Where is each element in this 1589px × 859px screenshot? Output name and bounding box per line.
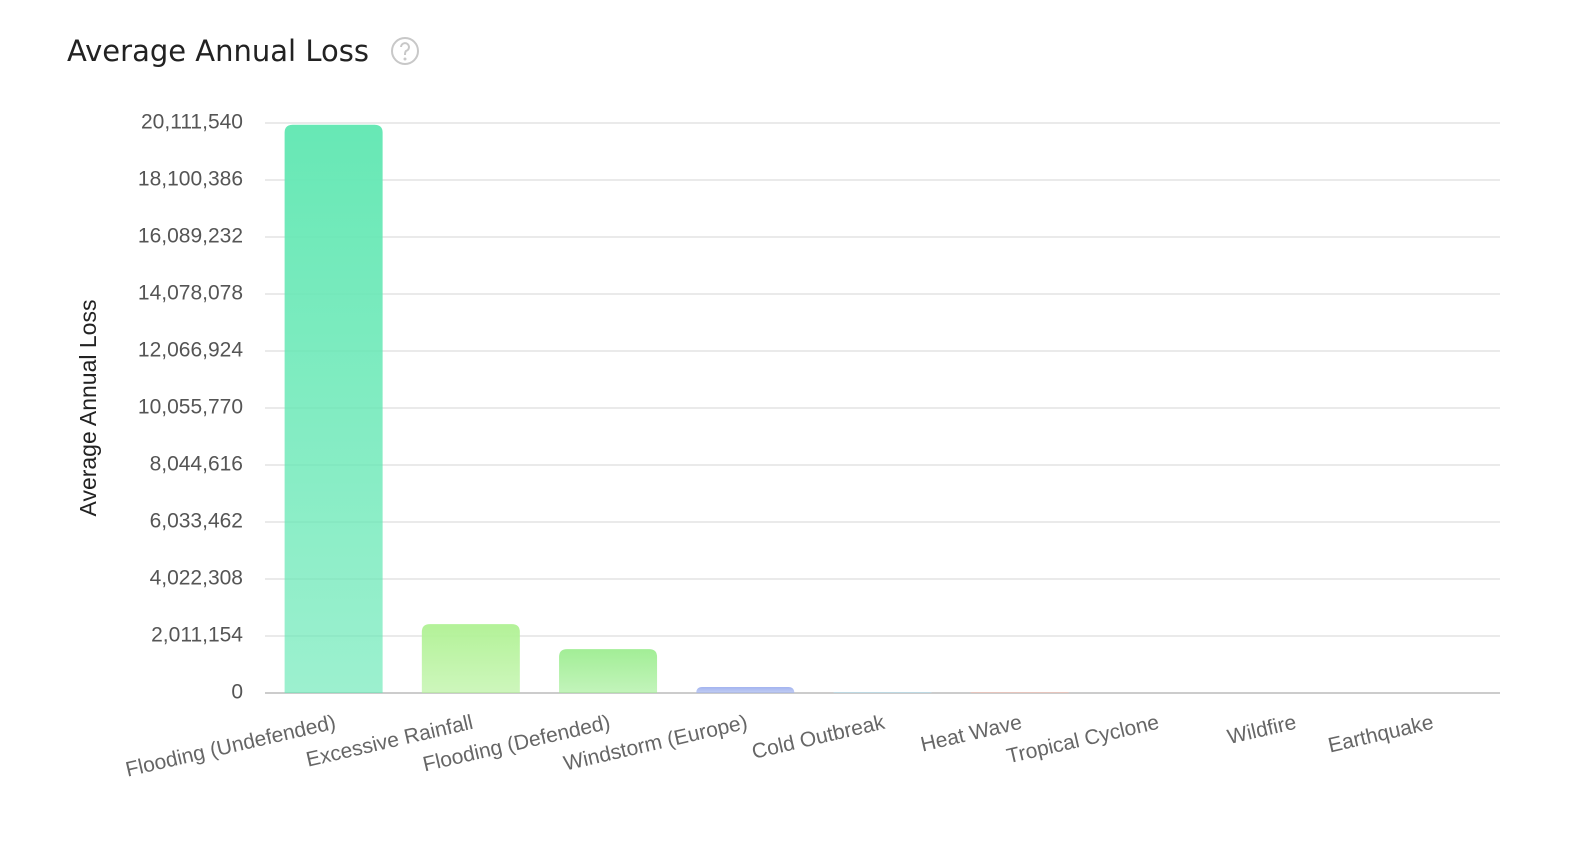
y-tick-label: 14,078,078 [138, 282, 243, 305]
y-tick-label: 8,044,616 [150, 453, 243, 476]
x-tick-label: Wildfire [1225, 711, 1298, 749]
bar [421, 624, 520, 693]
x-tick-label: Cold Outbreak [750, 711, 888, 764]
help-dot [403, 57, 407, 61]
y-tick-label: 16,089,232 [138, 225, 243, 248]
bar [696, 687, 795, 693]
chart-title: Average Annual Loss [67, 34, 369, 68]
y-tick-label: 18,100,386 [138, 168, 243, 191]
x-tick-label: Flooding (Undefended) [124, 711, 338, 782]
y-tick-label: 2,011,154 [151, 624, 243, 647]
y-tick-label: 10,055,770 [138, 396, 243, 419]
x-tick-label: Earthquake [1326, 711, 1436, 758]
y-tick-label: 0 [231, 681, 243, 704]
bar [284, 124, 383, 694]
help-circle [391, 37, 419, 65]
y-tick-label: 4,022,308 [150, 567, 243, 590]
bar [970, 692, 1069, 693]
bar [559, 649, 658, 693]
bar [833, 692, 932, 693]
x-tick-label: Tropical Cyclone [1005, 711, 1162, 768]
y-axis-title: Average Annual Loss [75, 300, 101, 517]
help-icon[interactable] [391, 37, 419, 65]
y-tick-label: 6,033,462 [150, 510, 243, 533]
help-mark [400, 42, 410, 56]
y-tick-label: 20,111,540 [141, 111, 243, 134]
y-tick-label: 12,066,924 [138, 339, 243, 362]
